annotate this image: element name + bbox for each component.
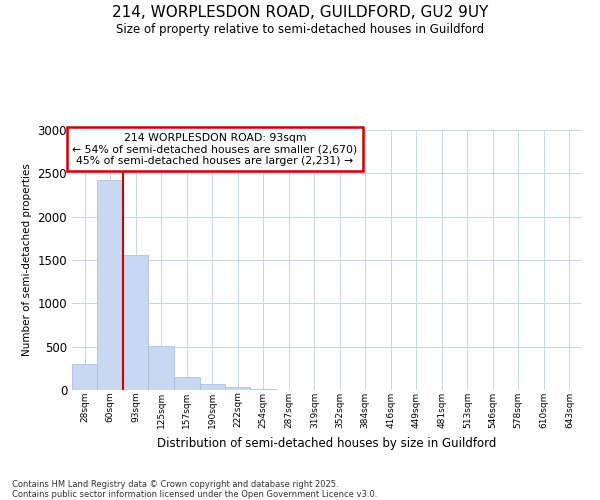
Text: 214 WORPLESDON ROAD: 93sqm
← 54% of semi-detached houses are smaller (2,670)
45%: 214 WORPLESDON ROAD: 93sqm ← 54% of semi… bbox=[72, 132, 358, 166]
Bar bbox=[123, 255, 148, 390]
Text: Contains HM Land Registry data © Crown copyright and database right 2025.
Contai: Contains HM Land Registry data © Crown c… bbox=[12, 480, 377, 500]
Bar bbox=[225, 388, 250, 390]
Bar bbox=[72, 364, 97, 390]
Text: Size of property relative to semi-detached houses in Guildford: Size of property relative to semi-detach… bbox=[116, 22, 484, 36]
Bar bbox=[200, 384, 225, 390]
Text: Distribution of semi-detached houses by size in Guildford: Distribution of semi-detached houses by … bbox=[157, 438, 497, 450]
Text: 214, WORPLESDON ROAD, GUILDFORD, GU2 9UY: 214, WORPLESDON ROAD, GUILDFORD, GU2 9UY bbox=[112, 5, 488, 20]
Y-axis label: Number of semi-detached properties: Number of semi-detached properties bbox=[22, 164, 32, 356]
Bar bbox=[97, 180, 123, 390]
Bar bbox=[250, 388, 276, 390]
Bar bbox=[173, 377, 200, 390]
Bar bbox=[148, 346, 173, 390]
